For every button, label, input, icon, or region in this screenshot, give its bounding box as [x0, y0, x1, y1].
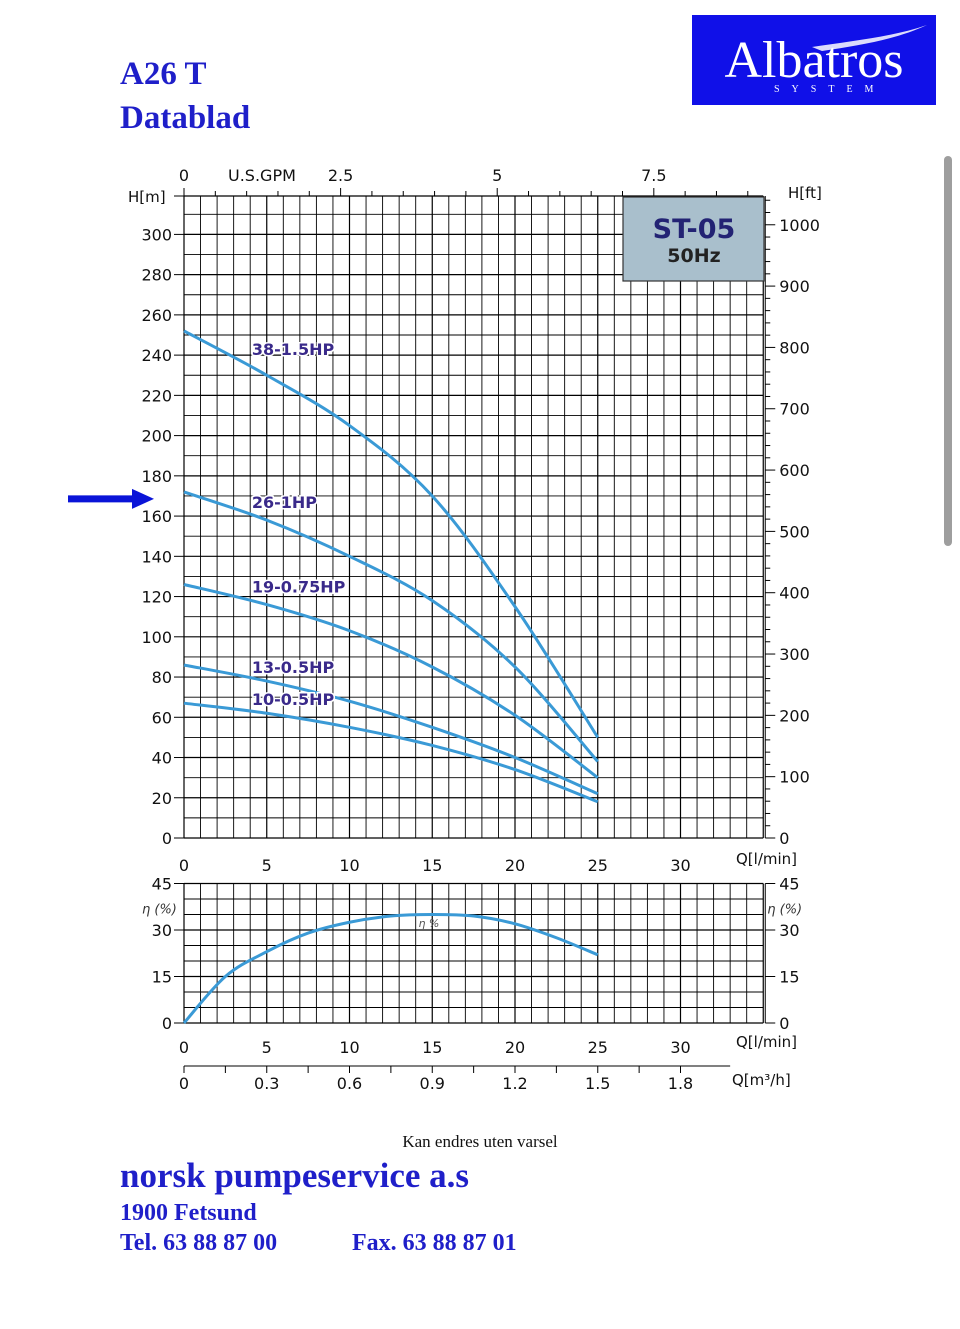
curve-label-38-1.5HP: 38-1.5HP [252, 340, 335, 359]
eff-y-label: η (%) [142, 902, 177, 917]
y-tick-label: 100 [141, 628, 172, 647]
right-tick-label: 800 [779, 338, 810, 357]
y-tick-label: 0 [162, 829, 172, 848]
right-tick-label: 700 [779, 400, 810, 419]
eff-x-axis-label: Q[l/min] [736, 1033, 797, 1051]
arrow-head [132, 488, 154, 509]
y-tick-label: 160 [141, 507, 172, 526]
top-tick-label: 0 [179, 166, 189, 185]
eff-right-tick-label: 45 [779, 875, 799, 894]
y-tick-label: 140 [141, 547, 172, 566]
company-name: norsk pumpeservice a.s [120, 1156, 470, 1195]
x-tick-label: 5 [262, 856, 272, 875]
curve-label-19-0.75HP: 19-0.75HP [252, 578, 346, 597]
right-tick-label: 900 [779, 277, 810, 296]
pump-curve-chart: 0204060801001201401601802002202402602803… [68, 166, 822, 1093]
head-curve-19-0.75HP [183, 583, 599, 779]
eff-x-tick-label: 0 [179, 1038, 189, 1057]
y-axis-label: H[m] [128, 188, 166, 206]
x-axis-label: Q[l/min] [736, 850, 797, 868]
eff-x-tick-label: 15 [422, 1038, 442, 1057]
curve-label-13-0.5HP: 13-0.5HP [252, 658, 335, 677]
efficiency-curve [182, 912, 599, 1024]
company-address: 1900 Fetsund [120, 1200, 257, 1226]
eff-x-tick-label: 30 [670, 1038, 690, 1057]
datasheet-subtitle: Datablad [120, 100, 251, 136]
disclaimer-note: Kan endres uten varsel [402, 1132, 558, 1151]
y-tick-label: 200 [141, 427, 172, 446]
model-title: A26 T [120, 56, 207, 92]
right-tick-label: 1000 [779, 216, 820, 235]
m3h-tick-label: 0.3 [254, 1074, 279, 1093]
eff-x-tick-label: 20 [505, 1038, 525, 1057]
m3h-tick-label: 1.8 [668, 1074, 693, 1093]
top-tick-label: 7.5 [641, 166, 666, 185]
eff-right-tick-label: 0 [779, 1014, 789, 1033]
model-badge [622, 196, 765, 282]
scrollbar[interactable] [944, 156, 952, 546]
right-tick-label: 600 [779, 461, 810, 480]
right-tick-label: 300 [779, 645, 810, 664]
x-tick-label: 0 [179, 856, 189, 875]
y-tick-label: 220 [141, 386, 172, 405]
eff-y-tick-label: 30 [152, 921, 172, 940]
badge-frequency: 50Hz [667, 245, 720, 267]
badge-model: ST-05 [653, 214, 736, 245]
y-tick-label: 80 [152, 668, 172, 687]
right-tick-label: 200 [779, 706, 810, 725]
head-curve-13-0.5HP [183, 663, 599, 796]
y-tick-label: 240 [141, 346, 172, 365]
y-tick-label: 280 [141, 266, 172, 285]
curve-label-26-1HP: 26-1HP [252, 493, 317, 512]
m3h-tick-label: 0 [179, 1074, 189, 1093]
datasheet-title: A26 T Datablad [120, 52, 250, 140]
eff-x-tick-label: 5 [262, 1038, 272, 1057]
eff-right-tick-label: 30 [779, 921, 799, 940]
x-tick-label: 10 [339, 856, 359, 875]
x-tick-label: 20 [505, 856, 525, 875]
m3h-tick-label: 0.9 [420, 1074, 445, 1093]
m3h-tick-label: 0.6 [337, 1074, 362, 1093]
eff-y-tick-label: 0 [162, 1014, 172, 1033]
right-tick-label: 500 [779, 522, 810, 541]
y-tick-label: 260 [141, 306, 172, 325]
head-curve-10-0.5HP [183, 701, 599, 804]
y-tick-label: 20 [152, 789, 172, 808]
right-tick-label: 0 [779, 829, 789, 848]
y-tick-label: 300 [141, 225, 172, 244]
top-tick-label: 2.5 [328, 166, 353, 185]
m3h-tick-label: 1.5 [585, 1074, 610, 1093]
curve-label-10-0.5HP: 10-0.5HP [252, 690, 335, 709]
eff-y-tick-label: 45 [152, 875, 172, 894]
logo-subtitle: SYSTEM [774, 84, 886, 95]
top-tick-label: 5 [492, 166, 502, 185]
right-tick-label: 100 [779, 768, 810, 787]
x-tick-label: 25 [588, 856, 608, 875]
y-tick-label: 180 [141, 467, 172, 486]
efficiency-curve-label: η % [418, 917, 439, 930]
company-fax: Fax. 63 88 87 01 [352, 1230, 517, 1256]
right-axis-label: H[ft] [788, 184, 822, 202]
eff-y-label-right: η (%) [767, 902, 802, 917]
eff-y-tick-label: 15 [152, 968, 172, 987]
eff-x-tick-label: 25 [588, 1038, 608, 1057]
y-tick-label: 40 [152, 749, 172, 768]
y-tick-label: 60 [152, 708, 172, 727]
m3h-tick-label: 1.2 [502, 1074, 527, 1093]
head-curve-38-1.5HP [183, 329, 600, 739]
albatros-logo: Albatros SYSTEM [692, 15, 936, 105]
wing-icon [812, 25, 927, 51]
logo-name: Albatros [724, 32, 904, 89]
right-tick-label: 400 [779, 584, 810, 603]
x-tick-label: 15 [422, 856, 442, 875]
m3h-axis-label: Q[m³/h] [732, 1071, 791, 1089]
eff-x-tick-label: 10 [339, 1038, 359, 1057]
head-curve-26-1HP [183, 490, 599, 763]
eff-right-tick-label: 15 [779, 968, 799, 987]
company-phone: Tel. 63 88 87 00 [120, 1230, 278, 1256]
x-tick-label: 30 [670, 856, 690, 875]
top-axis-label: U.S.GPM [228, 166, 296, 185]
y-tick-label: 120 [141, 588, 172, 607]
